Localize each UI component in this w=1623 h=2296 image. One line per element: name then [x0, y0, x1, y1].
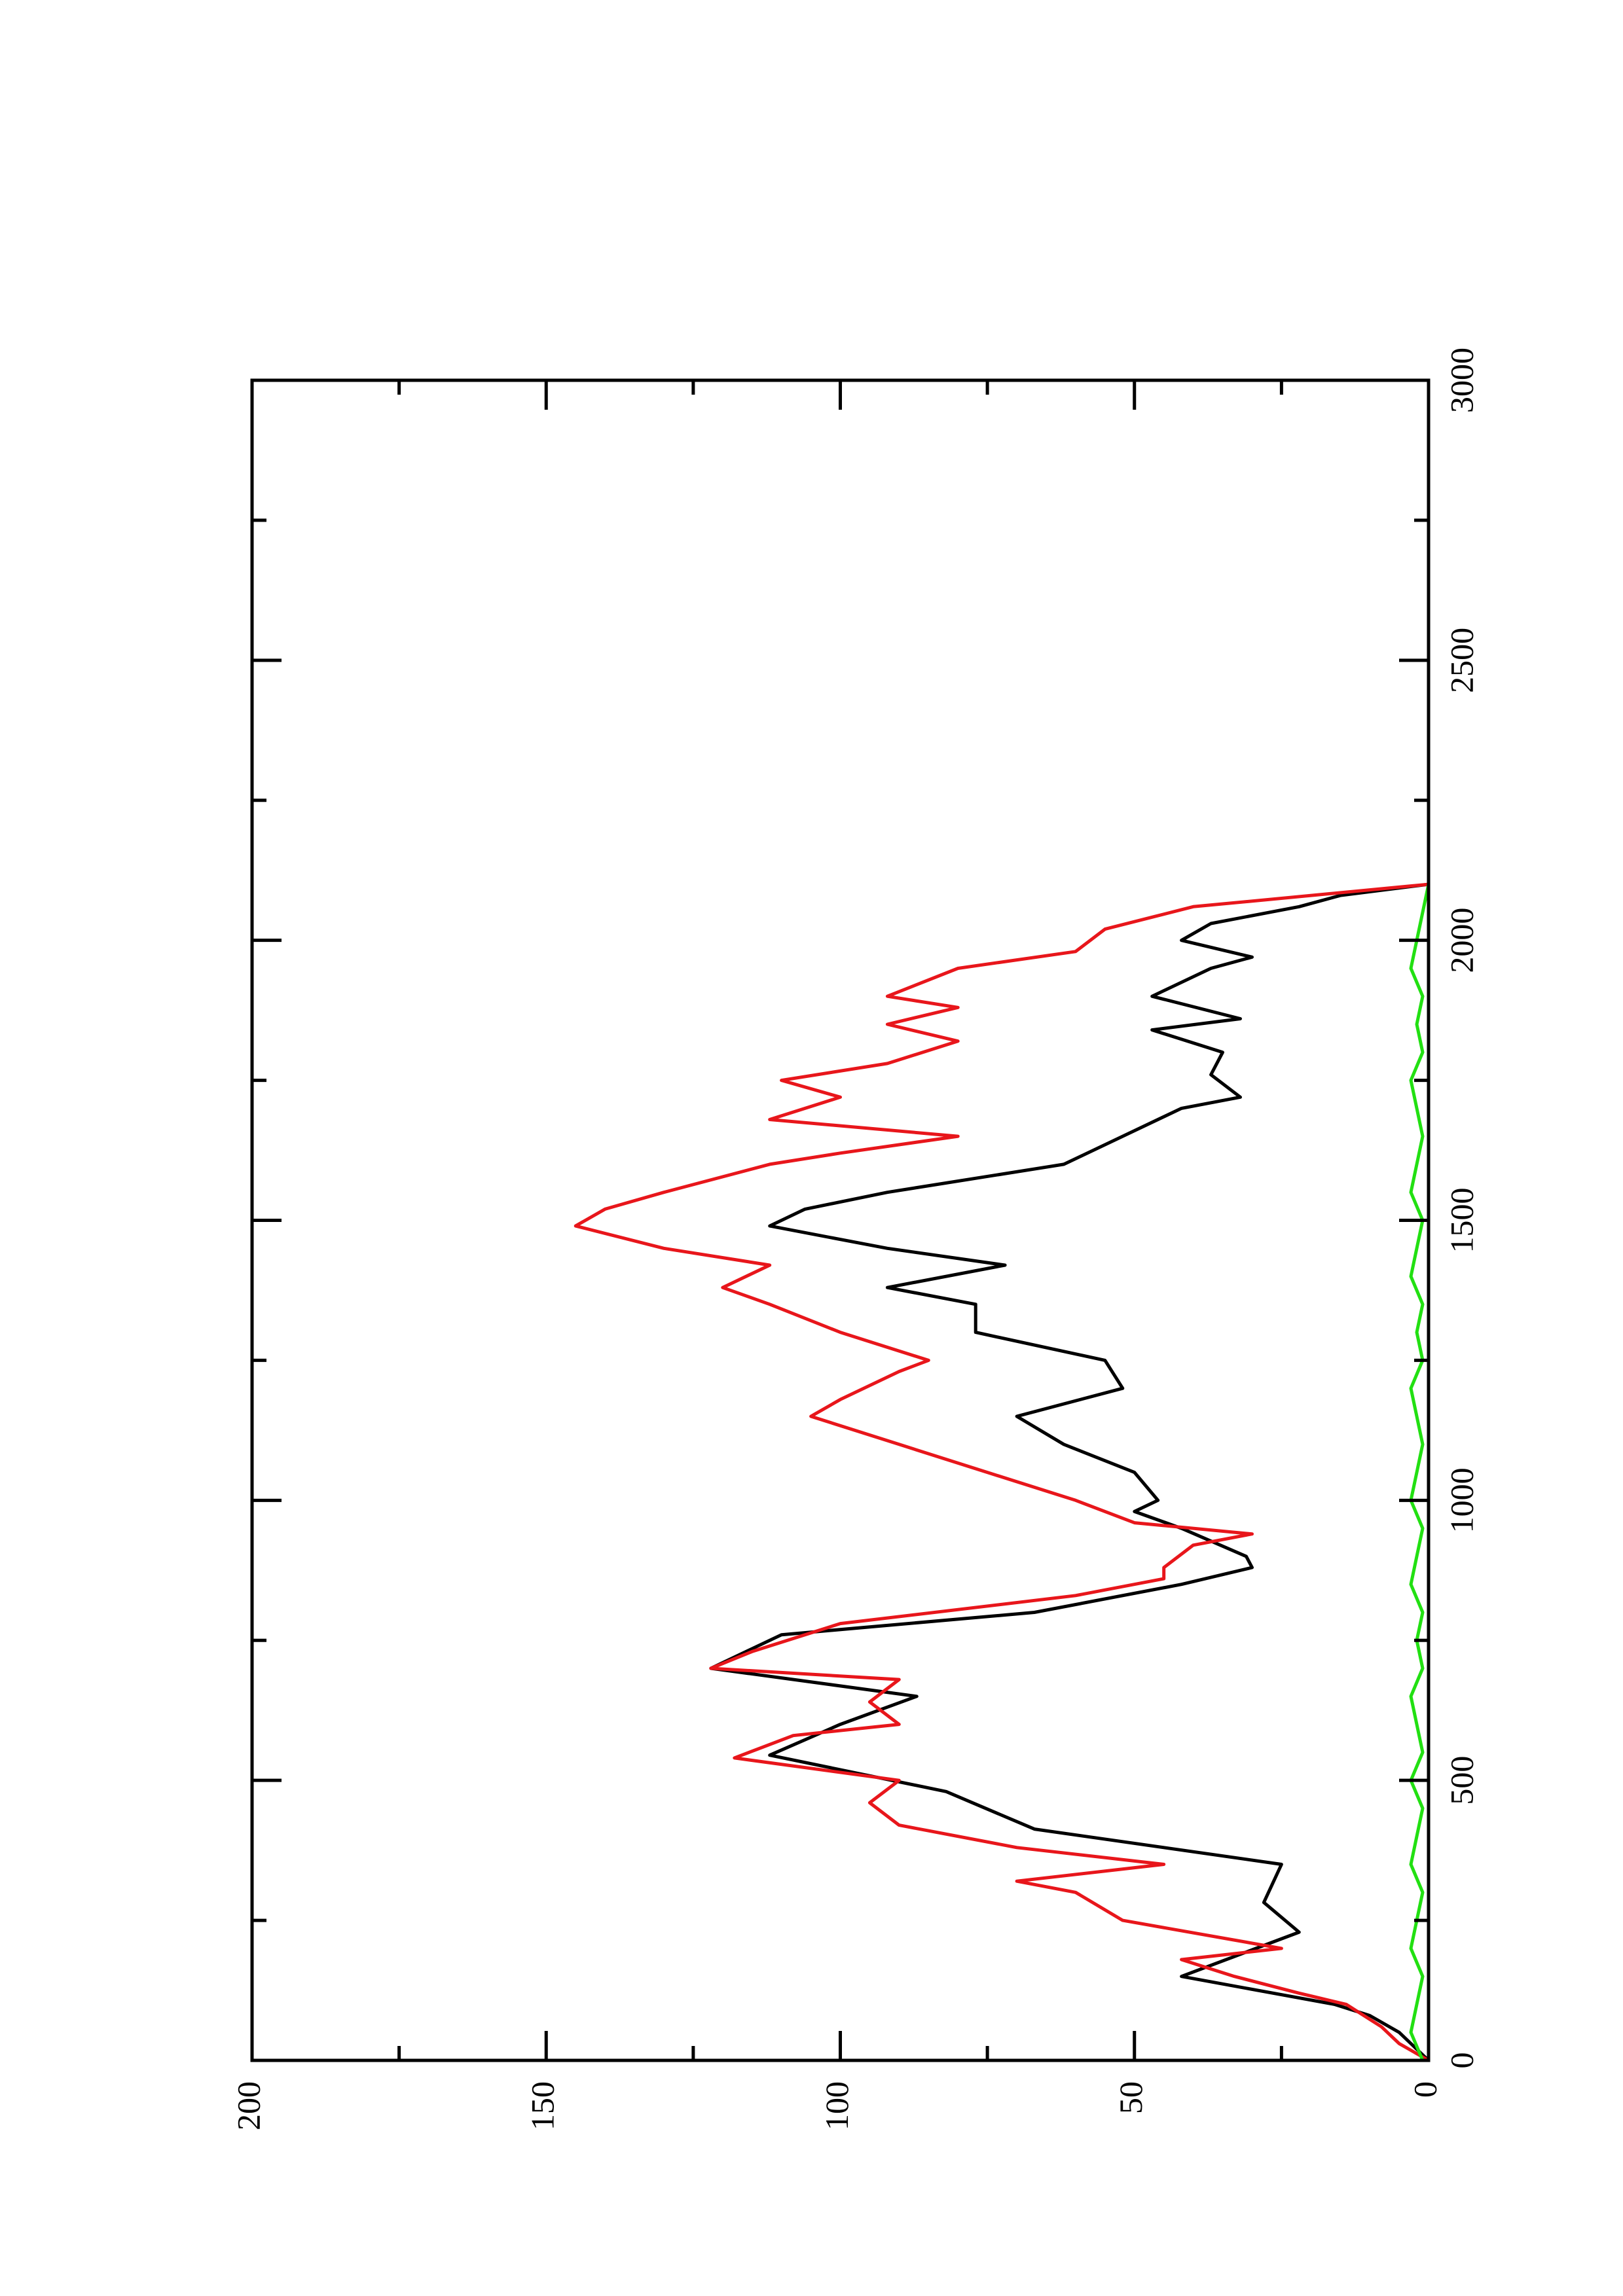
series-line — [1409, 884, 1431, 2061]
x-tick-label: 2000 — [1443, 908, 1480, 973]
x-tick-label: 1500 — [1443, 1188, 1480, 1253]
x-tick-label: 500 — [1443, 1756, 1480, 1805]
y-tick-label: 0 — [1406, 2081, 1443, 2098]
y-tick-label: 200 — [230, 2081, 266, 2130]
y-tick-label: 50 — [1112, 2081, 1149, 2114]
plot-frame — [250, 378, 1431, 2062]
series-line — [709, 882, 1430, 2062]
x-tick-label: 1000 — [1443, 1467, 1480, 1533]
x-tick-label: 2500 — [1443, 628, 1480, 693]
x-tick-label: 3000 — [1443, 348, 1480, 413]
y-tick-label: 100 — [818, 2081, 855, 2130]
x-tick-label: 0 — [1443, 2053, 1480, 2069]
y-tick-label: 150 — [524, 2081, 561, 2130]
series-line — [574, 882, 1430, 2062]
